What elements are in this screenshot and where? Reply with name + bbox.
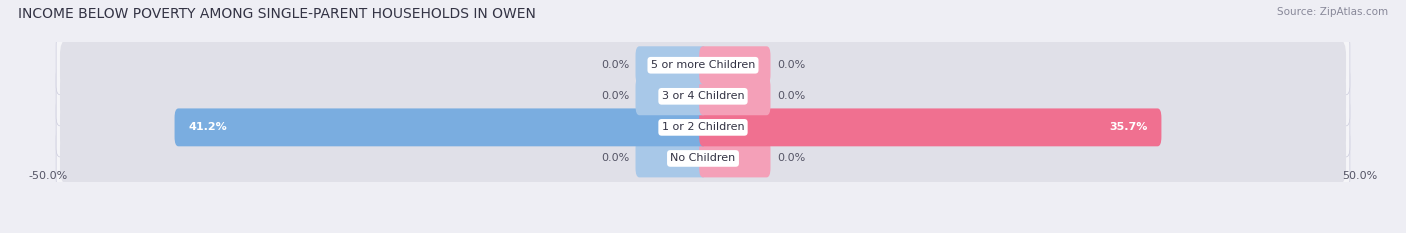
FancyBboxPatch shape [636,46,707,84]
FancyBboxPatch shape [699,46,770,84]
FancyBboxPatch shape [56,98,1350,157]
Text: 41.2%: 41.2% [188,122,228,132]
FancyBboxPatch shape [56,36,1350,95]
Text: 0.0%: 0.0% [778,91,806,101]
Text: 1 or 2 Children: 1 or 2 Children [662,122,744,132]
Text: Source: ZipAtlas.com: Source: ZipAtlas.com [1277,7,1388,17]
Text: INCOME BELOW POVERTY AMONG SINGLE-PARENT HOUSEHOLDS IN OWEN: INCOME BELOW POVERTY AMONG SINGLE-PARENT… [18,7,536,21]
Text: 0.0%: 0.0% [778,60,806,70]
FancyBboxPatch shape [60,71,1346,121]
FancyBboxPatch shape [174,108,707,146]
Text: 0.0%: 0.0% [600,60,628,70]
FancyBboxPatch shape [699,77,770,115]
Text: 50.0%: 50.0% [1343,171,1378,181]
FancyBboxPatch shape [56,129,1350,188]
FancyBboxPatch shape [699,140,770,177]
FancyBboxPatch shape [636,77,707,115]
Text: 0.0%: 0.0% [778,154,806,163]
FancyBboxPatch shape [60,133,1346,184]
Text: 35.7%: 35.7% [1109,122,1147,132]
Text: 5 or more Children: 5 or more Children [651,60,755,70]
FancyBboxPatch shape [60,102,1346,153]
Text: No Children: No Children [671,154,735,163]
Text: -50.0%: -50.0% [28,171,67,181]
Text: 0.0%: 0.0% [600,91,628,101]
FancyBboxPatch shape [636,140,707,177]
Text: 3 or 4 Children: 3 or 4 Children [662,91,744,101]
Legend: Single Father, Single Mother: Single Father, Single Mother [596,230,810,233]
Text: 0.0%: 0.0% [600,154,628,163]
FancyBboxPatch shape [60,40,1346,90]
FancyBboxPatch shape [56,67,1350,126]
FancyBboxPatch shape [699,108,1161,146]
